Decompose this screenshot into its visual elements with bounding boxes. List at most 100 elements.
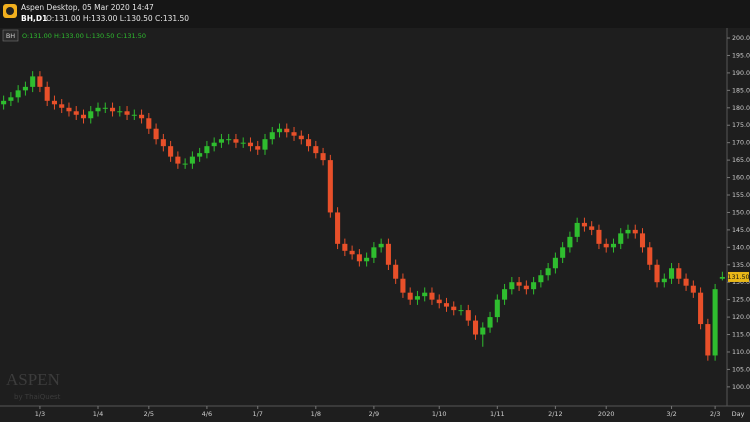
- x-tick-label: 1/10: [432, 410, 447, 418]
- candle-body: [581, 222, 587, 227]
- y-tick-label: 160.00: [732, 175, 750, 182]
- y-tick-label: 170.00: [732, 140, 750, 147]
- y-tick-label: 115.00: [732, 332, 750, 339]
- candle-body: [247, 142, 254, 147]
- candle-body: [647, 247, 653, 265]
- candle-body: [654, 264, 660, 283]
- candle-body: [451, 306, 457, 311]
- candle-body: [44, 86, 50, 101]
- x-tick-label: 4/6: [202, 410, 212, 418]
- candle-body: [523, 285, 529, 290]
- candle-body: [298, 135, 304, 140]
- y-tick-label: 145.00: [732, 227, 750, 234]
- candle-body: [429, 292, 435, 300]
- candle-body: [211, 142, 217, 147]
- y-tick-label: 165.00: [732, 157, 750, 164]
- last-price-box: [728, 271, 749, 282]
- candle-body: [676, 268, 682, 279]
- y-tick-label: 175.00: [732, 122, 750, 129]
- candle-body: [472, 320, 479, 335]
- candle-body: [335, 212, 341, 244]
- candle-body: [37, 76, 43, 87]
- candle-body: [480, 327, 486, 335]
- candle-body: [545, 268, 551, 276]
- candle-body: [632, 229, 638, 234]
- x-tick-label: 1/4: [93, 410, 103, 418]
- candle-body: [690, 285, 696, 293]
- candle-body: [160, 139, 166, 147]
- candle-body: [22, 86, 28, 91]
- candle-body: [139, 114, 145, 119]
- candle-body: [552, 257, 558, 269]
- candle-body: [574, 222, 580, 237]
- candle-body: [269, 132, 275, 140]
- candle-body: [531, 282, 537, 290]
- candle-body: [465, 310, 471, 321]
- candle-body: [233, 139, 239, 143]
- x-tick-label: 2/5: [144, 410, 154, 418]
- candle-body: [400, 278, 406, 293]
- candle-body: [204, 146, 210, 154]
- candle-body: [109, 107, 116, 112]
- legend-symbol: BH: [6, 32, 15, 40]
- candle-body: [589, 226, 595, 230]
- candle-body: [625, 229, 631, 234]
- candle-body: [189, 156, 195, 164]
- candle-body: [59, 104, 65, 108]
- app-logo-mark: [6, 7, 14, 15]
- y-tick-label: 135.00: [732, 262, 750, 269]
- legend-badge[interactable]: [2, 29, 19, 42]
- candle-body: [509, 282, 515, 290]
- candle-body: [342, 243, 348, 251]
- candle-body: [443, 303, 450, 307]
- app-title: Aspen Desktop, 05 Mar 2020 14:47: [21, 3, 154, 12]
- x-tick-label: 1/8: [311, 410, 321, 418]
- x-tick-label: 1/3: [35, 410, 45, 418]
- symbol-label: BH,D1: [21, 14, 47, 23]
- candle-body: [661, 278, 667, 283]
- ohlc-header: O:131.00 H:133.00 L:130.50 C:131.50: [46, 14, 189, 23]
- candle-body: [407, 292, 413, 300]
- candle-body: [560, 247, 566, 258]
- candle-body: [712, 289, 718, 356]
- candle-body: [436, 299, 442, 304]
- candle-body: [364, 257, 370, 262]
- candle-body: [567, 236, 573, 248]
- candle-body: [73, 111, 79, 115]
- x-tick-label: 1/11: [490, 410, 505, 418]
- candle-body: [414, 296, 420, 300]
- y-tick-label: 180.00: [732, 105, 750, 112]
- candle-body: [458, 310, 464, 312]
- x-tick-label: 2/9: [369, 410, 379, 418]
- y-tick-label: 185.00: [732, 87, 750, 94]
- y-tick-label: 155.00: [732, 192, 750, 199]
- x-tick-label: 2020: [598, 410, 615, 418]
- y-tick-label: 190.00: [732, 70, 750, 77]
- candle-body: [291, 132, 297, 136]
- header-bar: [0, 0, 750, 28]
- candle-body: [88, 111, 94, 119]
- x-tick-label: 2/12: [548, 410, 563, 418]
- candle-body: [669, 268, 675, 279]
- candle-body: [422, 292, 428, 297]
- candle-body: [175, 156, 181, 164]
- y-tick-label: 140.00: [732, 244, 750, 251]
- candle-body: [182, 163, 188, 165]
- candle-body: [8, 97, 14, 101]
- candle-body: [516, 282, 522, 286]
- candle-body: [639, 233, 646, 248]
- y-tick-label: 195.00: [732, 52, 750, 59]
- watermark-by: by ThaiQuest: [14, 393, 61, 401]
- candle-body: [356, 254, 362, 262]
- x-tick-label: 3/2: [666, 410, 676, 418]
- last-price-label: 131.50: [727, 274, 749, 281]
- candle-body: [487, 317, 493, 328]
- candle-body: [603, 243, 609, 248]
- candle-body: [698, 292, 704, 325]
- candle-body: [385, 243, 391, 265]
- candle-body: [80, 114, 87, 119]
- candle-body: [197, 153, 203, 157]
- candle-body: [393, 264, 399, 279]
